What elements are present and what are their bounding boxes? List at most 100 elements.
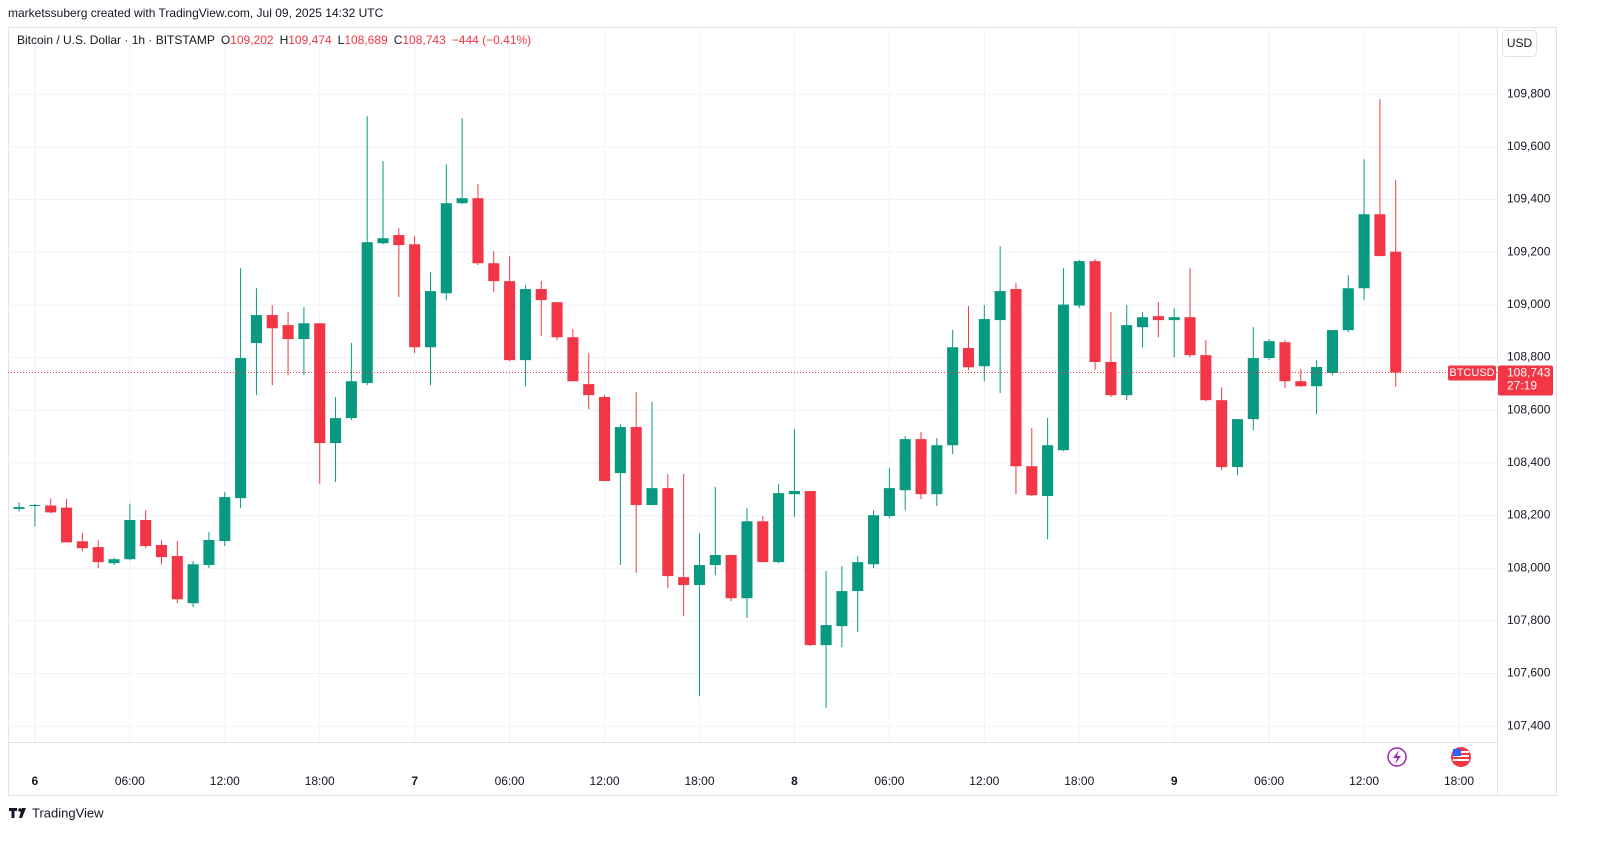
x-tick-label: 6	[32, 774, 39, 788]
candle-body	[630, 427, 642, 505]
x-tick-label: 12:00	[1349, 774, 1379, 788]
candle-body	[29, 504, 41, 507]
currency-button[interactable]	[1502, 30, 1537, 57]
x-tick-label: 9	[1171, 774, 1178, 788]
candle-body	[1295, 381, 1307, 387]
x-tick-label: 12:00	[210, 774, 240, 788]
candle-body	[235, 358, 247, 499]
candle-body	[899, 439, 911, 491]
candle-body	[519, 289, 531, 361]
y-tick-label: 108,800	[1507, 350, 1551, 364]
candle-body	[788, 491, 800, 495]
candle-body	[1137, 317, 1149, 328]
candle-body	[504, 281, 516, 361]
candle-body	[1105, 361, 1117, 396]
candle-body	[440, 203, 452, 294]
x-tick-label: 18:00	[305, 774, 335, 788]
change: −444 (−0.41%)	[452, 33, 531, 47]
x-tick-label: 18:00	[1444, 774, 1474, 788]
candle-body	[962, 348, 975, 368]
price-tag	[1498, 365, 1553, 396]
candle-body	[678, 577, 690, 586]
ohlc-value: 108,689	[344, 33, 388, 47]
candle-body	[1263, 341, 1275, 359]
candle-body	[1342, 288, 1354, 331]
ohlc-value: 108,743	[402, 33, 446, 47]
candle-body	[187, 564, 199, 604]
ohlc-key: L	[338, 33, 345, 47]
candle-body	[662, 488, 674, 577]
candle-body	[994, 291, 1006, 321]
candle-body	[472, 198, 484, 264]
symbol-tag	[1448, 365, 1496, 381]
y-tick-label: 108,000	[1507, 560, 1551, 574]
candle-body	[92, 547, 104, 563]
candle-body	[978, 319, 990, 367]
candle-body	[1231, 419, 1244, 468]
ohlc-key: O	[221, 33, 230, 47]
candle-body	[314, 323, 326, 444]
brand: TradingView	[32, 805, 104, 820]
candle-body	[155, 545, 168, 558]
ohlc-value: 109,202	[230, 33, 274, 47]
candle-body	[250, 315, 262, 344]
candle-body	[393, 235, 405, 246]
candle-body	[456, 198, 468, 204]
candle-body	[915, 439, 927, 495]
y-tick-label: 108,200	[1507, 508, 1551, 522]
price-tag-value: 108,743	[1507, 366, 1551, 380]
candle-body	[535, 289, 547, 301]
y-tick-label: 109,000	[1507, 297, 1551, 311]
chart-frame	[8, 27, 1557, 796]
candle-body	[567, 337, 579, 382]
candle-body	[282, 325, 294, 340]
credit: marketssuberg created with TradingView.c…	[8, 6, 384, 20]
candles	[13, 99, 1402, 709]
candle-body	[409, 244, 421, 348]
candle-body	[583, 384, 595, 396]
candle-body	[757, 521, 769, 563]
candle-body	[140, 519, 152, 547]
y-tick-label: 109,200	[1507, 244, 1551, 258]
candle-body	[852, 562, 864, 592]
x-tick-label: 8	[791, 774, 798, 788]
candle-body	[424, 291, 437, 348]
x-tick-label: 12:00	[590, 774, 620, 788]
y-tick-label: 107,400	[1507, 718, 1551, 732]
candle-body	[1311, 366, 1323, 387]
candle-body	[725, 555, 737, 599]
candle-body	[1326, 330, 1338, 374]
y-tick-label: 108,400	[1507, 455, 1551, 469]
candle-body	[693, 565, 706, 586]
currency[interactable]: USD	[1507, 36, 1533, 50]
candle-body	[203, 540, 215, 566]
candle-body	[219, 497, 231, 542]
price-tag-countdown: 27:19	[1507, 379, 1537, 393]
candle-body	[741, 521, 753, 599]
x-tick-label: 7	[411, 774, 418, 788]
events-icon[interactable]	[1387, 747, 1407, 767]
candle-body	[836, 591, 848, 627]
candle-body	[1358, 214, 1370, 289]
flag-icon[interactable]	[1451, 747, 1471, 767]
grid	[8, 27, 1497, 742]
candle-body	[1390, 251, 1402, 373]
candle-body	[1089, 261, 1101, 362]
legend-row: Bitcoin / U.S. Dollar · 1h · BITSTAMP O10…	[17, 33, 531, 47]
candle-body	[820, 625, 832, 646]
candle-body	[931, 445, 943, 495]
y-tick-label: 107,800	[1507, 613, 1551, 627]
symbol: Bitcoin / U.S. Dollar · 1h · BITSTAMP	[17, 33, 215, 47]
candle-body	[1057, 304, 1069, 451]
candle-body	[108, 559, 120, 564]
candle-body	[124, 519, 136, 560]
candle-body	[947, 347, 959, 446]
candle-body	[61, 507, 73, 543]
x-tick-label: 06:00	[495, 774, 525, 788]
candle-body	[377, 238, 389, 244]
candle-body	[1374, 214, 1386, 257]
candle-body	[1152, 316, 1164, 321]
candle-body	[330, 418, 342, 444]
